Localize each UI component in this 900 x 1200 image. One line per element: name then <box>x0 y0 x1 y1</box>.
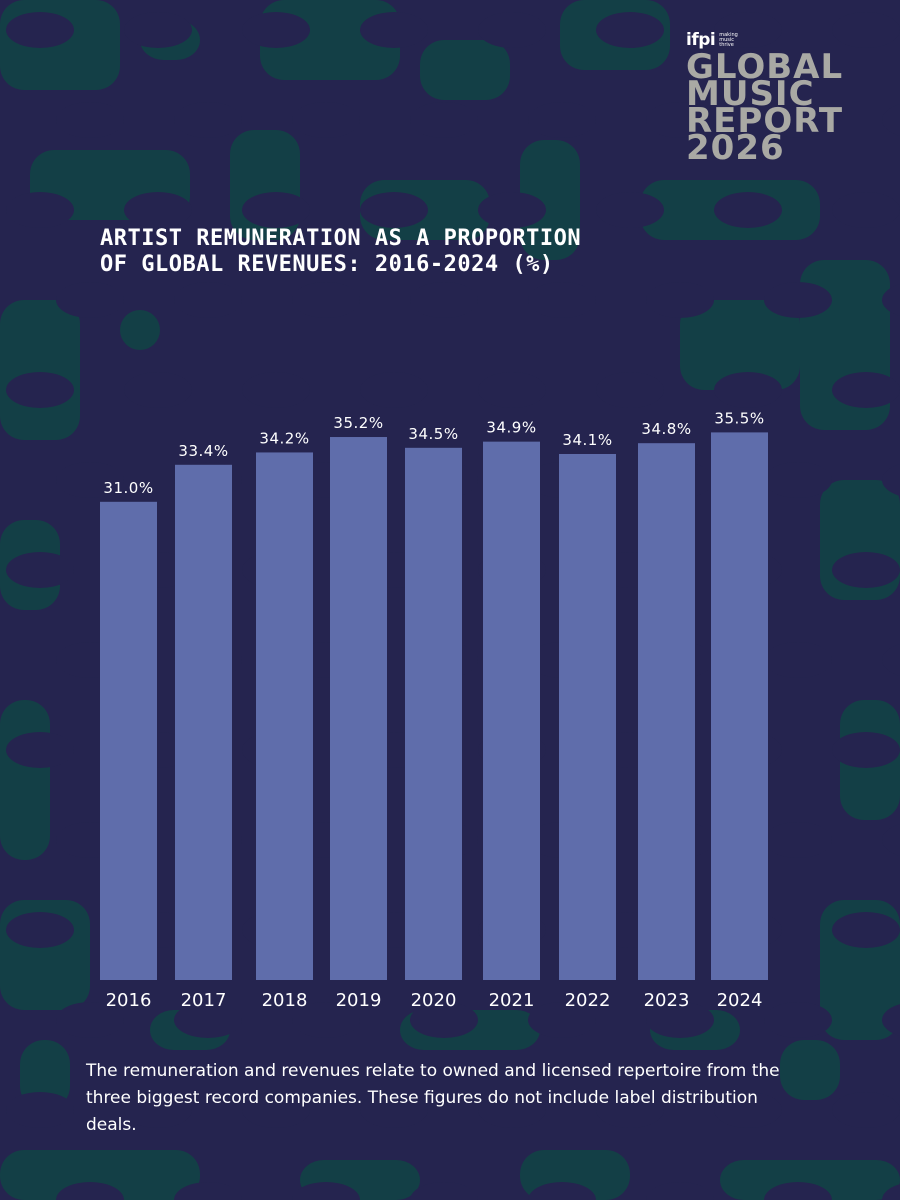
data-label-2023: 34.8% <box>641 420 691 438</box>
x-tick-2016: 2016 <box>106 990 152 1011</box>
x-tick-2023: 2023 <box>644 990 690 1011</box>
data-label-2022: 34.1% <box>562 431 612 449</box>
bar-2024 <box>711 432 768 980</box>
x-tick-2020: 2020 <box>411 990 457 1011</box>
data-label-2024: 35.5% <box>714 409 764 427</box>
data-label-2017: 33.4% <box>178 442 228 460</box>
data-label-2016: 31.0% <box>103 479 153 497</box>
bar-2019 <box>330 437 387 981</box>
report-brand: ifpi making music thrive GLOBAL MUSIC RE… <box>686 30 844 168</box>
data-label-2019: 35.2% <box>333 414 383 432</box>
bar-2016 <box>100 501 157 980</box>
data-label-2020: 34.5% <box>408 425 458 443</box>
report-title: GLOBAL MUSIC REPORT 2026 <box>686 47 844 168</box>
bar-2018 <box>256 452 313 981</box>
bar-2022 <box>559 453 616 980</box>
x-tick-2019: 2019 <box>336 990 382 1011</box>
x-tick-2017: 2017 <box>181 990 227 1011</box>
bar-2021 <box>483 441 540 980</box>
x-tick-2022: 2022 <box>565 990 611 1011</box>
ifpi-logo: ifpi <box>686 30 716 50</box>
logo-tagline: making music thrive <box>719 31 738 48</box>
x-tick-2018: 2018 <box>262 990 308 1011</box>
bar-2017 <box>175 464 232 980</box>
bar-2020 <box>405 447 462 980</box>
x-tick-2021: 2021 <box>489 990 535 1011</box>
data-label-2018: 34.2% <box>259 429 309 447</box>
bar-2023 <box>638 443 695 980</box>
x-tick-2024: 2024 <box>717 990 763 1011</box>
chart-title: ARTIST REMUNERATION AS A PROPORTION OF G… <box>100 226 582 277</box>
footnote: The remuneration and revenues relate to … <box>86 1061 780 1135</box>
data-label-2021: 34.9% <box>486 419 536 437</box>
